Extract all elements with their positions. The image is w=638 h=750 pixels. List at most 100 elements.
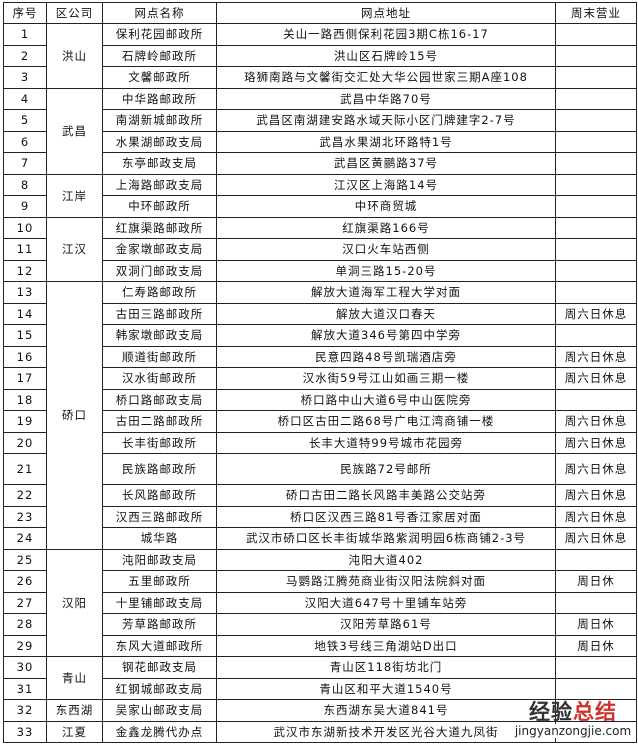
cell-name: 古田二路邮政所 xyxy=(102,410,217,433)
cell-no: 20 xyxy=(3,431,47,454)
table-row: 12 双洞门邮政支局 单洞三路15-20号 xyxy=(3,259,637,282)
cell-name: 南湖新城邮政所 xyxy=(102,109,217,132)
cell-address: 民族路72号邮所 xyxy=(216,453,556,485)
cell-address: 中环商贸城 xyxy=(216,195,556,218)
cell-weekend: 周六日休息 xyxy=(555,302,637,325)
cell-name: 城华路 xyxy=(102,527,217,550)
cell-district: 汉阳 xyxy=(46,548,103,657)
post-office-table: 序号 区公司 网点名称 网点地址 周末营业 1 洪山 保利花园邮政所 关山一路西侧保利… xyxy=(3,2,637,743)
table-row: 17 汉水街邮政所 汉水街59号江山如画三期一楼 周六日休息 xyxy=(3,367,637,390)
cell-name: 古田三路邮政所 xyxy=(102,302,217,325)
header-weekend: 周末营业 xyxy=(555,2,637,24)
cell-district: 硚口 xyxy=(46,281,103,550)
cell-address: 汉口火车站西侧 xyxy=(216,238,556,261)
table-row: 18 桥口路邮政支局 桥口路中山大道6号中山医院旁 xyxy=(3,388,637,411)
cell-address: 地铁3号线三角湖站D出口 xyxy=(216,634,556,657)
cell-weekend: 周六日休息 xyxy=(555,367,637,390)
cell-weekend: 周六日休息 xyxy=(555,453,637,485)
cell-weekend xyxy=(555,195,637,218)
cell-no: 21 xyxy=(3,453,47,485)
cell-weekend xyxy=(555,388,637,411)
cell-no: 7 xyxy=(3,152,47,175)
cell-name: 芳草路邮政所 xyxy=(102,613,217,636)
cell-name: 红钢城邮政支局 xyxy=(102,677,217,700)
cell-weekend xyxy=(555,677,637,700)
cell-no: 26 xyxy=(3,570,47,593)
cell-address: 硚口古田二路长风路丰美路公交站旁 xyxy=(216,484,556,507)
cell-weekend xyxy=(555,238,637,261)
cell-address: 桥口区汉西三路81号香江家居对面 xyxy=(216,505,556,528)
cell-name: 双洞门邮政支局 xyxy=(102,259,217,282)
cell-no: 2 xyxy=(3,44,47,67)
cell-name: 顺道街邮政所 xyxy=(102,345,217,368)
cell-no: 18 xyxy=(3,388,47,411)
cell-address: 东西湖东吴大道841号 xyxy=(216,699,556,722)
cell-no: 29 xyxy=(3,634,47,657)
table-row: 22 长风路邮政所 硚口古田二路长风路丰美路公交站旁 周六日休息 xyxy=(3,484,637,507)
cell-address: 青山区118街坊北门 xyxy=(216,656,556,679)
cell-no: 28 xyxy=(3,613,47,636)
cell-name: 中华路邮政所 xyxy=(102,87,217,110)
cell-weekend xyxy=(555,281,637,304)
table-row: 23 汉西三路邮政所 桥口区汉西三路81号香江家居对面 周六日休息 xyxy=(3,505,637,528)
cell-no: 4 xyxy=(3,87,47,110)
cell-address: 解放大道汉口春天 xyxy=(216,302,556,325)
table-row: 1 洪山 保利花园邮政所 关山一路西侧保利花园3期C栋16-17 xyxy=(3,23,637,89)
header-district: 区公司 xyxy=(46,2,103,24)
cell-no: 5 xyxy=(3,109,47,132)
cell-address: 解放大道346号第四中学旁 xyxy=(216,324,556,347)
cell-name: 汉西三路邮政所 xyxy=(102,505,217,528)
cell-no: 12 xyxy=(3,259,47,282)
cell-address: 民意四路48号凯瑞酒店旁 xyxy=(216,345,556,368)
cell-name: 水果湖邮政支局 xyxy=(102,130,217,153)
cell-weekend xyxy=(555,130,637,153)
cell-address: 汉水街59号江山如画三期一楼 xyxy=(216,367,556,390)
cell-no: 24 xyxy=(3,527,47,550)
cell-no: 13 xyxy=(3,281,47,304)
cell-name: 韩家墩邮政支局 xyxy=(102,324,217,347)
cell-district: 江夏 xyxy=(46,720,103,743)
cell-address: 单洞三路15-20号 xyxy=(216,259,556,282)
cell-address: 桥口路中山大道6号中山医院旁 xyxy=(216,388,556,411)
cell-no: 25 xyxy=(3,548,47,571)
cell-district: 洪山 xyxy=(46,23,103,89)
cell-weekend: 周日休 xyxy=(555,634,637,657)
cell-no: 8 xyxy=(3,173,47,196)
cell-no: 9 xyxy=(3,195,47,218)
cell-name: 吴家山邮政支局 xyxy=(102,699,217,722)
cell-name: 保利花园邮政所 xyxy=(102,23,217,46)
cell-no: 31 xyxy=(3,677,47,700)
cell-address: 青山区和平大道1540号 xyxy=(216,677,556,700)
cell-name: 民族路邮政所 xyxy=(102,453,217,485)
table-row: 4 武昌 中华路邮政所 武昌中华路70号 xyxy=(3,87,637,175)
cell-no: 27 xyxy=(3,591,47,614)
cell-name: 红旗渠路邮政所 xyxy=(102,216,217,239)
table-row: 3 文馨邮政所 珞狮南路与文馨街交汇处大华公园世家三期A座108 xyxy=(3,66,637,89)
cell-no: 6 xyxy=(3,130,47,153)
cell-address: 武昌区南湖建安路水域天际小区门牌建字2-7号 xyxy=(216,109,556,132)
cell-district: 江岸 xyxy=(46,173,103,218)
cell-district: 青山 xyxy=(46,656,103,700)
cell-weekend xyxy=(555,66,637,89)
table-row: 10 江汉 红旗渠路邮政所 红旗渠路166号 xyxy=(3,216,637,282)
cell-address: 珞狮南路与文馨街交汇处大华公园世家三期A座108 xyxy=(216,66,556,89)
cell-no: 19 xyxy=(3,410,47,433)
cell-weekend xyxy=(555,548,637,571)
cell-address: 汉阳大道647号十里铺车站旁 xyxy=(216,591,556,614)
watermark-logo: 经验总结 jingyanzongjie.com xyxy=(510,700,636,738)
cell-weekend: 周六日休息 xyxy=(555,345,637,368)
cell-address: 关山一路西侧保利花园3期C栋16-17 xyxy=(216,23,556,46)
table-row: 27 十里铺邮政支局 汉阳大道647号十里铺车站旁 xyxy=(3,591,637,614)
cell-address: 红旗渠路166号 xyxy=(216,216,556,239)
table-row: 28 芳草路邮政所 汉阳芳草路61号 周日休 xyxy=(3,613,637,636)
cell-district: 江汉 xyxy=(46,216,103,282)
cell-name: 长风路邮政所 xyxy=(102,484,217,507)
cell-no: 23 xyxy=(3,505,47,528)
cell-weekend xyxy=(555,173,637,196)
table-row: 14 古田三路邮政所 解放大道汉口春天 周六日休息 xyxy=(3,302,637,325)
cell-weekend: 周日休 xyxy=(555,613,637,636)
cell-address: 武汉市东湖新技术开发区光谷大道九凤街 xyxy=(216,720,556,743)
cell-weekend: 周六日休息 xyxy=(555,527,637,550)
cell-address: 武昌区黄鹂路37号 xyxy=(216,152,556,175)
table-row: 6 水果湖邮政支局 武昌水果湖北环路特1号 xyxy=(3,130,637,153)
